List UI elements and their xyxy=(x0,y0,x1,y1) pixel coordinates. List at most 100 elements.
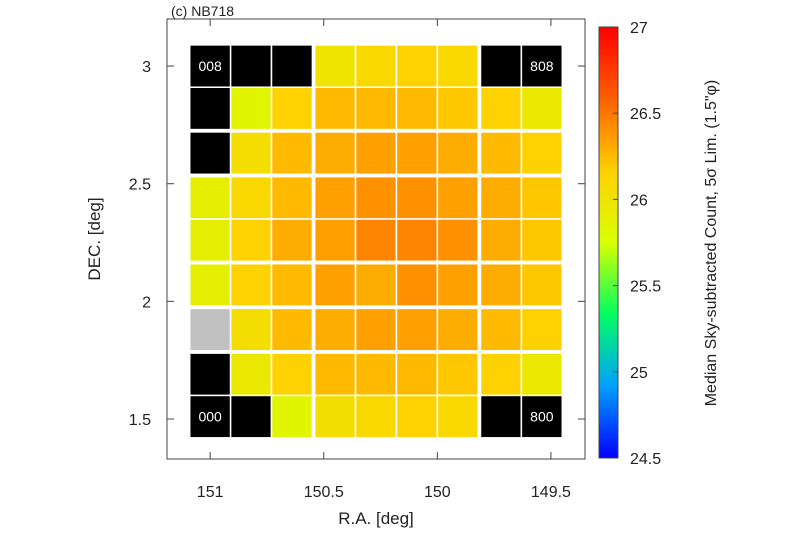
heatmap-cell xyxy=(436,352,479,397)
heatmap-cell xyxy=(395,86,439,131)
heatmap-cell xyxy=(229,307,273,352)
heatmap-cell xyxy=(188,44,232,88)
heatmap-cell xyxy=(313,175,357,220)
colorbar xyxy=(598,26,619,459)
heatmap-cell xyxy=(395,44,439,88)
x-tick-label: 149.5 xyxy=(531,484,571,501)
heatmap-cell xyxy=(270,394,314,439)
heatmap-cell xyxy=(479,175,523,220)
heatmap-cell xyxy=(520,218,564,263)
x-tick-label: 150.5 xyxy=(304,484,344,501)
heatmap-cell xyxy=(188,307,232,352)
heatmap-cell xyxy=(270,262,314,307)
heatmap-cell xyxy=(520,175,564,220)
heatmap-cell xyxy=(354,218,398,263)
heatmap-cell xyxy=(229,394,273,439)
colorbar-tick-label: 27 xyxy=(630,20,648,37)
heatmap-cell xyxy=(479,44,523,88)
heatmap-cell xyxy=(395,307,439,352)
heatmap-cell xyxy=(436,44,479,88)
heatmap-cell xyxy=(188,175,232,220)
heatmap-cell xyxy=(229,86,273,131)
heatmap-cell xyxy=(520,86,564,131)
heatmap-cell xyxy=(354,175,398,220)
heatmap-cell xyxy=(395,262,439,307)
heatmap-cell xyxy=(270,86,314,131)
heatmap-cell xyxy=(229,262,273,307)
heatmap-cell xyxy=(395,131,439,176)
heatmap-cell xyxy=(188,131,232,176)
heatmap-cell xyxy=(188,86,232,131)
heatmap-cell xyxy=(354,86,398,131)
heatmap-cell xyxy=(520,352,564,397)
heatmap-cell xyxy=(395,175,439,220)
heatmap-cell xyxy=(479,352,523,397)
heatmap-cell xyxy=(229,175,273,220)
y-tick-label: 2.5 xyxy=(129,177,151,194)
y-tick-label: 1.5 xyxy=(129,412,151,429)
y-tick-label: 3 xyxy=(142,59,151,76)
heatmap-cell xyxy=(188,218,232,263)
heatmap-cell xyxy=(313,394,357,439)
heatmap-cell xyxy=(436,218,479,263)
heatmap-cell xyxy=(313,44,357,88)
heatmap-cell xyxy=(479,262,523,307)
heatmap-cell xyxy=(270,352,314,397)
colorbar-ticks: 24.5 25 25.5 26 26.5 27 xyxy=(613,20,661,468)
heatmap-cell xyxy=(479,131,523,176)
heatmap-cell xyxy=(479,394,523,439)
heatmap-cell xyxy=(436,131,479,176)
heatmap-cell xyxy=(354,352,398,397)
corner-label: 000 xyxy=(198,409,222,425)
heatmap-cell xyxy=(270,44,314,88)
heatmap-cell xyxy=(354,394,398,439)
chart-title: (c) NB718 xyxy=(171,3,234,19)
colorbar-label: Median Sky-subtracted Count, 5σ Lim. (1.… xyxy=(703,80,720,407)
heatmap-cell xyxy=(395,394,439,439)
heatmap-cell xyxy=(270,307,314,352)
heatmap-cell xyxy=(436,175,479,220)
heatmap-cell xyxy=(436,86,479,131)
heatmap-cell xyxy=(354,131,398,176)
heatmap-cell xyxy=(354,262,398,307)
heatmap-cell xyxy=(520,44,564,88)
colorbar-tick-label: 24.5 xyxy=(630,451,661,468)
heatmap-cell xyxy=(313,86,357,131)
colorbar-tick-label: 25 xyxy=(630,365,648,382)
heatmap-cells xyxy=(188,44,564,439)
plot-frame xyxy=(166,18,586,460)
x-axis: 151 150.5 150 149.5 xyxy=(197,19,571,501)
heatmap-cell xyxy=(395,352,439,397)
y-axis-label: DEC. [deg] xyxy=(85,197,104,280)
heatmap-cell xyxy=(520,262,564,307)
x-tick-label: 151 xyxy=(197,484,224,501)
heatmap-cell xyxy=(270,175,314,220)
heatmap-cell xyxy=(436,394,479,439)
heatmap-cell xyxy=(270,131,314,176)
x-axis-label: R.A. [deg] xyxy=(338,509,414,528)
heatmap-cell xyxy=(229,44,273,88)
colorbar-tick-label: 26 xyxy=(630,192,648,209)
heatmap-cell xyxy=(313,131,357,176)
heatmap-cell xyxy=(229,352,273,397)
heatmap-cell xyxy=(395,218,439,263)
heatmap-cell xyxy=(436,307,479,352)
heatmap-cell xyxy=(479,86,523,131)
y-axis: 1.5 2 2.5 3 xyxy=(129,59,585,429)
heatmap-cell xyxy=(188,262,232,307)
x-tick-label: 150 xyxy=(424,484,451,501)
corner-label: 800 xyxy=(530,409,554,425)
heatmap-cell xyxy=(313,218,357,263)
y-tick-label: 2 xyxy=(142,294,151,311)
heatmap-cell xyxy=(229,218,273,263)
heatmap-cell xyxy=(520,131,564,176)
corner-label: 808 xyxy=(530,58,554,74)
corner-label: 008 xyxy=(198,58,222,74)
colorbar-tick-label: 26.5 xyxy=(630,106,661,123)
heatmap-cell xyxy=(436,262,479,307)
heatmap-cell xyxy=(188,352,232,397)
heatmap-cell xyxy=(313,307,357,352)
heatmap-cell xyxy=(313,262,357,307)
corner-labels: 008 808 000 800 xyxy=(198,58,553,425)
